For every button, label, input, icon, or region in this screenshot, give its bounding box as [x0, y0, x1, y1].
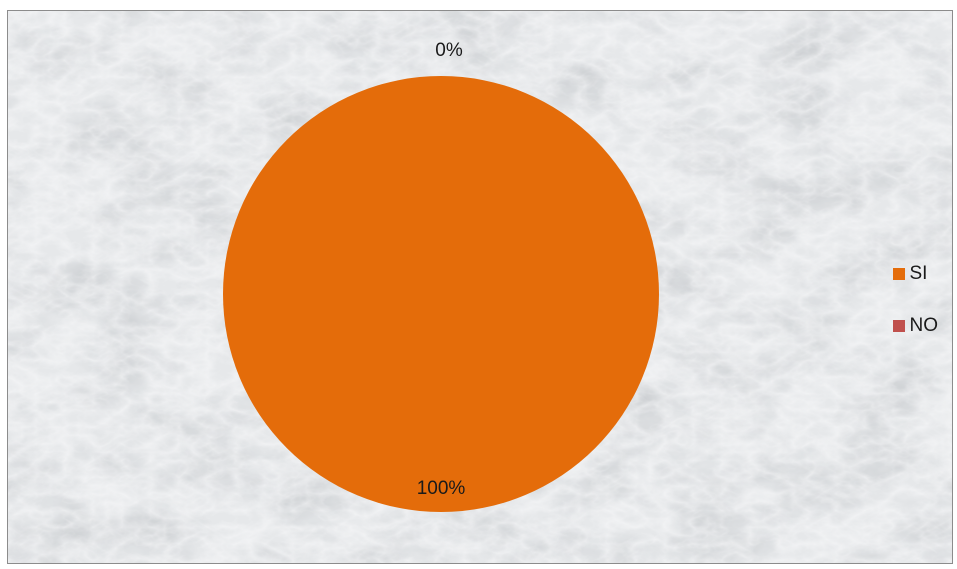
legend-label-si: SI [909, 263, 928, 284]
legend-label-no: NO [909, 315, 939, 336]
data-label-si: 100% [416, 478, 466, 499]
legend-item-no: NO [892, 311, 939, 341]
chart-frame: 100% 0% SI NO [7, 10, 953, 564]
legend-item-si: SI [892, 259, 939, 289]
chart-legend: SI NO [892, 259, 939, 363]
pie-chart [223, 76, 659, 512]
legend-swatch-no [892, 320, 905, 332]
pie-slice-si [223, 76, 659, 512]
legend-swatch-si [892, 268, 905, 280]
data-label-no: 0% [435, 40, 463, 61]
